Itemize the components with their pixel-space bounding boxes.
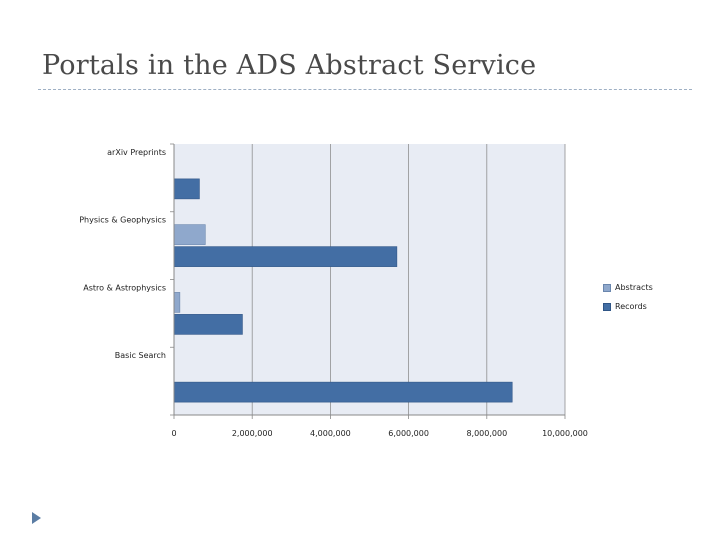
- x-tick-label: 10,000,000: [542, 429, 588, 438]
- legend-label-records: Records: [615, 302, 647, 311]
- legend-label-abstracts: Abstracts: [615, 283, 653, 292]
- bar-records: [173, 381, 513, 403]
- plot-area: [174, 144, 565, 415]
- bullet-arrow-icon: [32, 512, 41, 524]
- y-category-label: arXiv Preprints: [107, 148, 166, 157]
- x-tick-label: 8,000,000: [466, 429, 507, 438]
- y-category-label: Astro & Astrophysics: [83, 283, 166, 292]
- y-category-label: Physics & Geophysics: [79, 216, 166, 225]
- chart-legend: Abstracts Records: [603, 278, 653, 316]
- bar-abstracts: [173, 292, 181, 313]
- x-tick-label: 2,000,000: [232, 429, 273, 438]
- title-divider: [38, 89, 692, 90]
- legend-item-abstracts: Abstracts: [603, 278, 653, 297]
- legend-item-records: Records: [603, 297, 653, 316]
- legend-swatch-records: [603, 302, 611, 311]
- bar-records: [173, 246, 398, 267]
- x-tick-label: 0: [171, 429, 176, 438]
- bar-abstracts: [173, 224, 206, 245]
- x-tick-label: 4,000,000: [310, 429, 351, 438]
- y-category-label: Basic Search: [115, 351, 166, 360]
- bar-records: [173, 178, 200, 200]
- bar-records: [173, 314, 243, 335]
- x-tick-label: 6,000,000: [388, 429, 429, 438]
- legend-swatch-abstracts: [603, 283, 611, 292]
- slide-title: Portals in the ADS Abstract Service: [42, 50, 537, 81]
